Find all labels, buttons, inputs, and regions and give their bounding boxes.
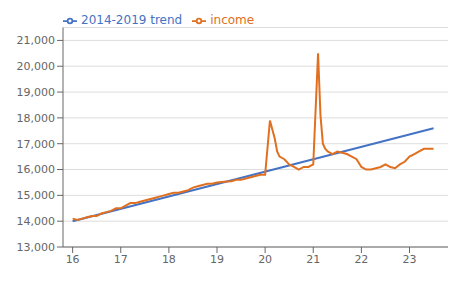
svg-text:23: 23 bbox=[403, 253, 417, 266]
svg-text:21: 21 bbox=[306, 253, 320, 266]
svg-text:22: 22 bbox=[354, 253, 368, 266]
svg-text:18: 18 bbox=[162, 253, 176, 266]
svg-text:16,000: 16,000 bbox=[17, 163, 56, 176]
svg-text:21,000: 21,000 bbox=[17, 34, 56, 47]
svg-text:14,000: 14,000 bbox=[17, 215, 56, 228]
html-text:2014-2019 trend: 2014-2019 trend bbox=[81, 13, 183, 27]
svg-text:15,000: 15,000 bbox=[17, 189, 56, 202]
svg-text:20: 20 bbox=[258, 253, 272, 266]
svg-text:16: 16 bbox=[66, 253, 80, 266]
svg-text:19,000: 19,000 bbox=[17, 86, 56, 99]
html-text:income: income bbox=[210, 13, 255, 27]
svg-text:20,000: 20,000 bbox=[17, 60, 56, 73]
svg-text:19: 19 bbox=[210, 253, 224, 266]
svg-text:17,000: 17,000 bbox=[17, 138, 56, 151]
svg-text:13,000: 13,000 bbox=[17, 241, 56, 254]
svg-text:18,000: 18,000 bbox=[17, 112, 56, 125]
svg-text:17: 17 bbox=[114, 253, 128, 266]
